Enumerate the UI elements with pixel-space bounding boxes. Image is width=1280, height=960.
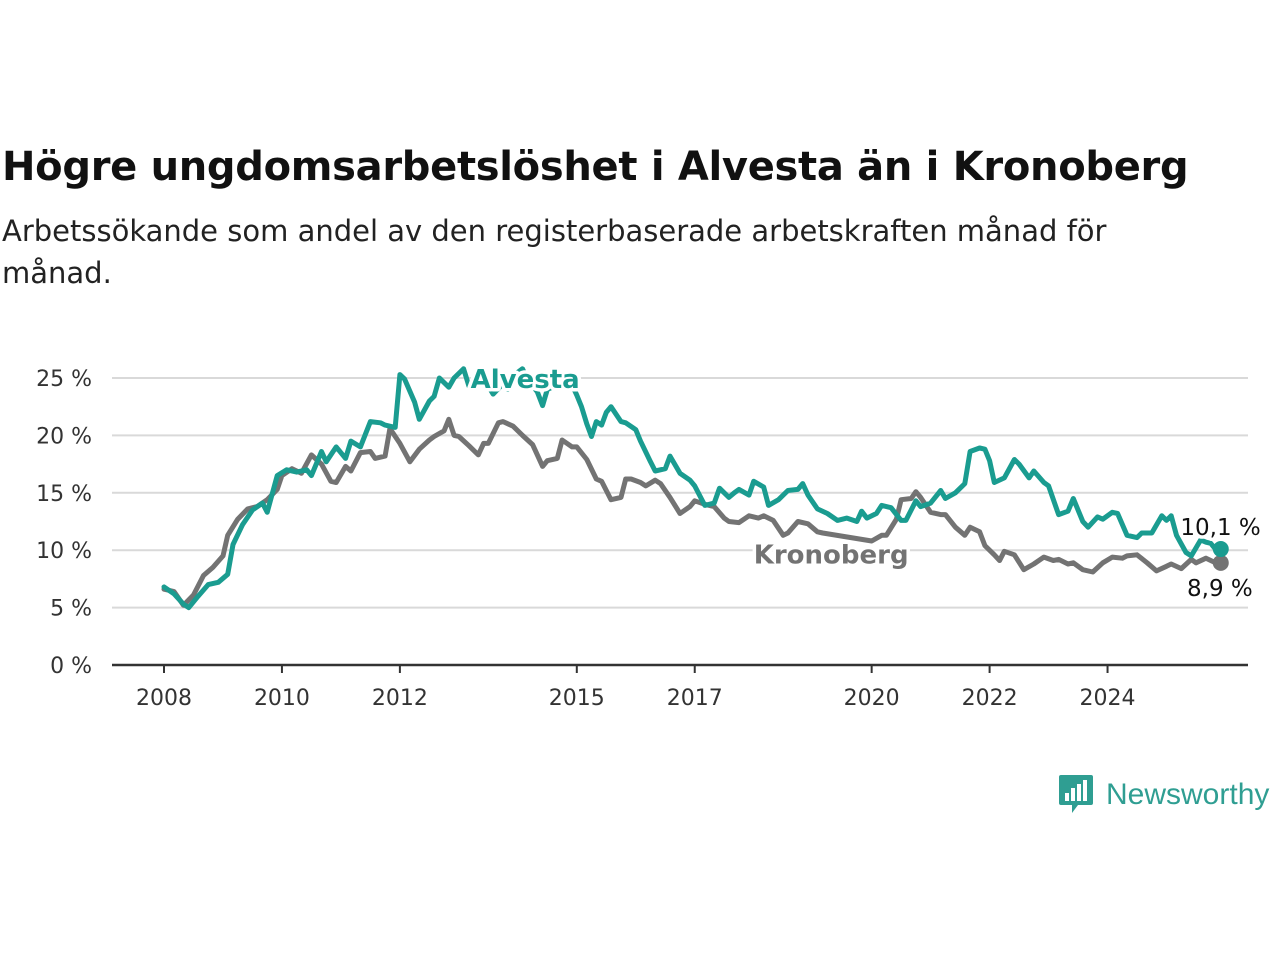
- y-tick-label: 25 %: [36, 367, 92, 392]
- series-label-alvesta-halo: Alvesta: [471, 365, 580, 395]
- x-axis-ticks: 2008 2010 2012 2015 2017 2020 2022 2024: [136, 665, 1136, 711]
- brand-name: Newsworthy: [1106, 778, 1270, 811]
- x-tick-label: 2024: [1080, 686, 1136, 711]
- y-tick-label: 0 %: [50, 654, 92, 679]
- series-lines: [161, 366, 1229, 611]
- x-tick-label: 2015: [549, 686, 605, 711]
- x-tick-label: 2020: [844, 686, 900, 711]
- end-label-kronoberg: 8,9 %: [1187, 576, 1253, 602]
- y-tick-label: 10 %: [36, 539, 92, 564]
- series-line-kronoberg: [161, 416, 1224, 608]
- y-tick-label: 20 %: [36, 424, 92, 449]
- x-tick-label: 2017: [667, 686, 723, 711]
- series-line-alvesta: [161, 366, 1224, 611]
- chart-title: Högre ungdomsarbetslöshet i Alvesta än i…: [2, 144, 1189, 190]
- series-label-alvesta: Alvesta: [471, 365, 580, 395]
- x-tick-label: 2010: [254, 686, 310, 711]
- end-point-kronoberg: [1212, 554, 1229, 571]
- end-label-kronoberg-halo: 8,9 %: [1187, 576, 1253, 602]
- series-label-kronoberg-halo: Kronoberg: [754, 541, 909, 571]
- line-chart: 0 %5 %10 %15 %20 %25 % 2008 2010 2012 2015 2…: [36, 362, 1264, 712]
- end-label-alvesta: 10,1 %: [1180, 515, 1260, 541]
- newsworthy-logo-icon: [1059, 775, 1093, 813]
- y-tick-label: 5 %: [50, 597, 92, 622]
- series-label-kronoberg: Kronoberg: [754, 541, 909, 571]
- chart-subtitle: Arbetssökande som andel av den registerb…: [2, 214, 1107, 290]
- x-tick-label: 2022: [962, 686, 1018, 711]
- newsworthy-logo: Newsworthy: [1058, 773, 1269, 817]
- y-axis-ticks: 0 % 5 % 10 % 15 % 20 % 25 %: [36, 367, 92, 679]
- grid-lines: [112, 377, 1248, 667]
- x-tick-label: 2012: [372, 686, 428, 711]
- x-tick-label: 2008: [136, 686, 192, 711]
- y-tick-label: 15 %: [36, 482, 92, 507]
- end-label-alvesta-halo: 10,1 %: [1180, 515, 1260, 541]
- end-point-alvesta: [1212, 541, 1229, 558]
